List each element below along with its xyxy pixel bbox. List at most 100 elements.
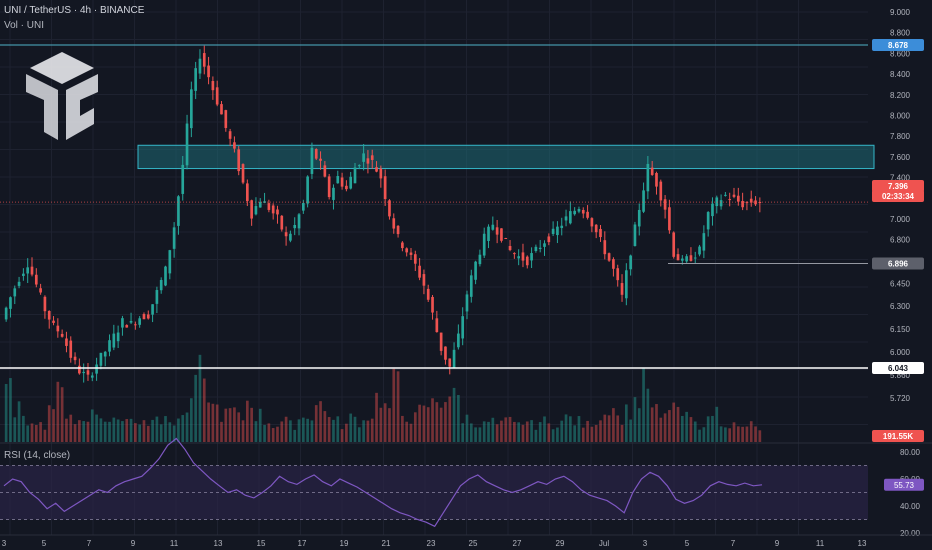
candle [181,164,185,194]
candle [495,227,499,235]
volume-bar [711,415,714,442]
time-tick-label: 11 [170,539,179,548]
candle [95,364,98,374]
candle [745,202,749,204]
price-tick-label: 5.860 [890,371,911,380]
volume-bar [30,423,34,442]
candle [17,281,21,286]
volume-bar [215,404,219,442]
volume-bar [241,420,245,442]
candle [418,265,421,278]
volume-bar [728,428,732,442]
candle [719,200,723,207]
volume-bar [581,427,585,442]
volume-bar [370,418,374,442]
volume-bar [409,423,413,442]
volume-bar [668,410,671,442]
logo-facet [26,74,58,140]
candle [702,233,706,251]
candle [543,243,546,247]
candle [52,320,55,323]
candle [581,210,585,214]
volume-bar [556,427,559,442]
candle [254,206,258,215]
price-tick-label: 7.800 [890,132,911,141]
candle [551,228,555,234]
volume-bar [246,400,249,442]
time-tick-label: 13 [214,539,223,548]
candle [289,233,292,241]
price-label-box [872,190,924,202]
candle [556,226,559,236]
volume-bar [495,424,499,442]
price-label: 7.396 [888,182,909,191]
candle [538,247,542,249]
time-tick-label: 15 [257,539,266,548]
candle [129,320,133,323]
time-tick-label: 7 [87,539,92,548]
volume-bar [151,419,154,442]
volume-bar [706,416,710,442]
volume-bar [112,417,116,442]
volume-bar [69,414,73,442]
volume-bar [181,415,185,442]
time-tick-label: 7 [731,539,736,548]
volume-bar [293,429,297,442]
volume-bar [603,414,607,442]
candle [284,232,288,237]
rsi-tick-label: 20.00 [900,529,921,538]
candle [22,273,25,276]
time-tick-label: 23 [427,539,436,548]
candle [422,274,426,286]
volume-bar [732,422,736,442]
candle [297,214,301,229]
volume-bar [47,405,51,442]
volume-bar [99,418,103,442]
volume-bar [336,416,340,442]
candle [43,296,47,312]
volume-bar [594,424,598,442]
volume-bar [439,407,443,442]
volume-bar [401,415,404,442]
candle [659,181,663,201]
volume-bar [383,403,387,442]
volume-bar [340,429,344,442]
volume-bar [95,414,98,442]
volume-bar [413,412,417,442]
candle [521,252,525,261]
candle [4,307,8,320]
candle [612,259,615,269]
volume-bar [357,427,361,442]
candle [190,89,193,129]
candle [547,236,551,243]
volume-bar [362,420,365,442]
candle [409,252,413,255]
candle [125,325,129,328]
price-tick-label: 6.800 [890,236,911,245]
volume-bar [177,418,180,442]
logo-facet [30,52,94,84]
volume-bar [220,421,223,442]
volume-bar [366,420,370,442]
volume-bar [345,423,348,442]
candle [642,190,645,212]
volume-bar [121,421,124,442]
candle [577,209,581,212]
candle [47,310,51,320]
volume-bar [599,420,602,442]
price-tick-label: 6.000 [890,348,911,357]
candle [56,325,60,332]
volume-bar [745,426,749,442]
candle [194,68,197,91]
volume-bar [508,416,512,442]
candle [741,201,744,208]
candle [629,255,632,270]
price-label: 8.678 [888,41,909,50]
candle [693,257,697,259]
volume-bar [228,408,232,442]
candle [672,232,676,257]
candle [82,371,86,374]
candle [207,65,210,78]
candle [121,318,124,328]
